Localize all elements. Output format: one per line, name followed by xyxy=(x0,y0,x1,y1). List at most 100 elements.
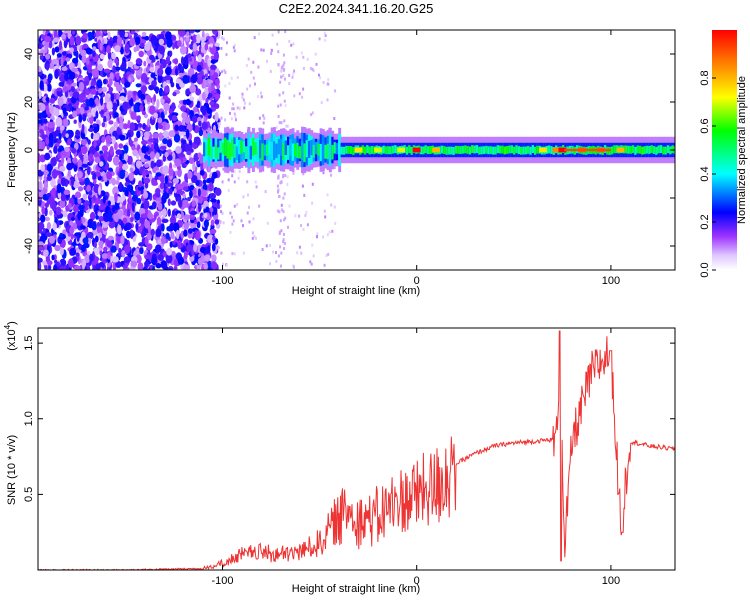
noise-speckle xyxy=(180,105,187,112)
band-core xyxy=(492,146,495,155)
band-core xyxy=(273,141,276,160)
noise-speckle xyxy=(172,43,176,50)
faint-speckle xyxy=(266,221,269,225)
noise-speckle xyxy=(56,53,63,58)
noise-speckle xyxy=(141,145,147,154)
faint-speckle xyxy=(326,193,329,197)
band-core xyxy=(650,145,654,154)
noise-speckle xyxy=(131,195,139,202)
faint-speckle xyxy=(245,64,248,67)
band-core xyxy=(629,145,633,154)
band-core xyxy=(443,146,446,154)
faint-speckle xyxy=(220,251,223,255)
noise-speckle xyxy=(201,91,206,101)
noise-speckle xyxy=(69,247,77,256)
band-core xyxy=(303,143,307,163)
noise-speckle xyxy=(185,98,192,106)
band-core xyxy=(217,147,220,160)
band-core xyxy=(517,146,521,155)
faint-speckle xyxy=(278,93,281,97)
noise-speckle xyxy=(120,63,127,72)
faint-speckle xyxy=(222,37,225,41)
noise-speckle xyxy=(139,247,144,254)
noise-speckle xyxy=(142,170,146,179)
noise-speckle xyxy=(162,95,169,101)
band-core xyxy=(233,144,237,158)
noise-speckle xyxy=(63,146,70,153)
noise-speckle xyxy=(95,263,101,270)
noise-speckle xyxy=(42,169,49,176)
faint-speckle xyxy=(282,91,285,95)
band-core xyxy=(671,145,675,154)
noise-speckle xyxy=(201,39,205,49)
band-core xyxy=(314,142,318,155)
noise-speckle xyxy=(185,144,193,152)
faint-speckle xyxy=(279,181,282,185)
noise-speckle xyxy=(181,199,189,208)
noise-speckle xyxy=(161,223,165,232)
faint-speckle xyxy=(231,174,234,178)
noise-speckle xyxy=(108,78,113,86)
faint-speckle xyxy=(277,176,280,180)
noise-speckle xyxy=(155,172,162,177)
noise-speckle xyxy=(71,30,76,35)
noise-speckle xyxy=(133,137,139,142)
noise-speckle xyxy=(159,64,164,70)
noise-speckle xyxy=(118,247,122,254)
noise-speckle xyxy=(158,38,165,46)
noise-speckle xyxy=(111,136,116,145)
noise-speckle xyxy=(96,79,103,89)
noise-speckle xyxy=(39,103,46,112)
noise-speckle xyxy=(63,118,69,127)
noise-speckle xyxy=(72,110,78,118)
faint-speckle xyxy=(278,195,281,198)
band-core xyxy=(245,146,248,159)
faint-speckle xyxy=(241,96,244,100)
noise-speckle xyxy=(209,101,215,106)
noise-speckle xyxy=(38,234,41,241)
noise-speckle xyxy=(84,126,88,136)
faint-speckle xyxy=(261,248,264,251)
noise-speckle xyxy=(123,123,129,130)
noise-speckle xyxy=(57,138,62,144)
x-tick-label: 0 xyxy=(414,575,420,587)
faint-speckle xyxy=(300,251,303,255)
noise-speckle xyxy=(41,34,46,40)
faint-speckle xyxy=(248,205,250,209)
faint-speckle xyxy=(262,121,265,125)
band-core xyxy=(270,141,274,160)
faint-speckle xyxy=(257,127,260,131)
noise-speckle xyxy=(76,234,80,242)
noise-speckle xyxy=(184,116,191,125)
noise-speckle xyxy=(47,264,52,270)
faint-speckle xyxy=(293,265,295,269)
noise-speckle xyxy=(43,181,49,190)
noise-speckle xyxy=(186,31,190,37)
band-core xyxy=(331,144,335,160)
faint-speckle xyxy=(277,190,279,194)
faint-speckle xyxy=(241,92,244,96)
band-core xyxy=(384,146,388,155)
noise-speckle xyxy=(157,67,164,76)
noise-speckle xyxy=(159,145,167,150)
noise-speckle xyxy=(173,222,180,233)
noise-speckle xyxy=(38,104,42,110)
noise-speckle xyxy=(207,93,213,98)
colorbar-tick-label: 0.4 xyxy=(699,166,711,181)
faint-speckle xyxy=(286,175,289,179)
noise-speckle xyxy=(167,267,173,270)
faint-speckle xyxy=(283,247,286,250)
noise-speckle xyxy=(55,117,63,127)
faint-speckle xyxy=(309,67,312,70)
noise-speckle xyxy=(167,198,171,206)
noise-speckle xyxy=(172,178,180,184)
noise-speckle xyxy=(83,185,87,191)
band-core xyxy=(252,138,255,156)
noise-speckle xyxy=(175,229,180,240)
faint-speckle xyxy=(242,251,245,255)
faint-speckle xyxy=(324,215,327,219)
noise-speckle xyxy=(54,259,58,264)
noise-speckle xyxy=(74,197,78,205)
noise-speckle xyxy=(95,145,100,152)
noise-speckle xyxy=(144,99,148,104)
